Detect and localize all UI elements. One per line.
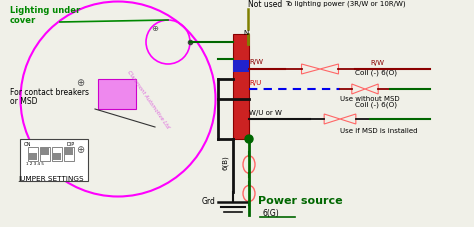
Bar [53, 153, 61, 160]
Bar [20, 139, 88, 181]
Text: Grd: Grd [201, 197, 215, 206]
Text: ⊕: ⊕ [76, 144, 84, 154]
Bar [65, 148, 73, 155]
Text: ⊕: ⊕ [76, 78, 84, 88]
Bar [28, 147, 38, 161]
Bar [29, 153, 37, 160]
Text: 1 2 3 4 5: 1 2 3 4 5 [26, 161, 44, 165]
Text: JUMPER SETTINGS: JUMPER SETTINGS [18, 175, 83, 181]
Text: W/U or W: W/U or W [249, 109, 282, 116]
Bar [52, 147, 62, 161]
Bar [98, 80, 136, 109]
Text: Coil (-) 6(O): Coil (-) 6(O) [355, 69, 397, 76]
Text: Lighting under: Lighting under [10, 6, 80, 15]
Text: Use without MSD: Use without MSD [340, 96, 400, 101]
Text: ON: ON [24, 141, 31, 146]
Text: Use if MSD is installed: Use if MSD is installed [340, 127, 418, 133]
Text: Not used: Not used [248, 0, 282, 9]
Text: 6(G): 6(G) [263, 208, 280, 217]
Text: Claremont Automotive Ltd: Claremont Automotive Ltd [126, 70, 170, 129]
Bar [233, 61, 249, 73]
Text: Coil (-) 6(O): Coil (-) 6(O) [355, 101, 397, 108]
Text: To lighting power (3R/W or 10R/W): To lighting power (3R/W or 10R/W) [285, 0, 406, 7]
Text: R/W: R/W [249, 59, 263, 65]
Text: N: N [243, 30, 249, 36]
Text: R/W: R/W [370, 60, 384, 66]
Text: cover: cover [10, 16, 36, 25]
Text: R/U: R/U [249, 80, 261, 86]
Text: ⊕: ⊕ [152, 23, 158, 32]
Bar [41, 148, 49, 155]
Bar [233, 35, 249, 139]
Text: 6(B): 6(B) [222, 155, 228, 170]
Bar [64, 147, 74, 161]
Text: or MSD: or MSD [10, 96, 37, 106]
Text: For contact breakers: For contact breakers [10, 88, 89, 96]
Bar [40, 147, 50, 161]
Text: DIP: DIP [66, 141, 74, 146]
Text: Power source: Power source [258, 195, 343, 205]
Circle shape [245, 135, 253, 143]
